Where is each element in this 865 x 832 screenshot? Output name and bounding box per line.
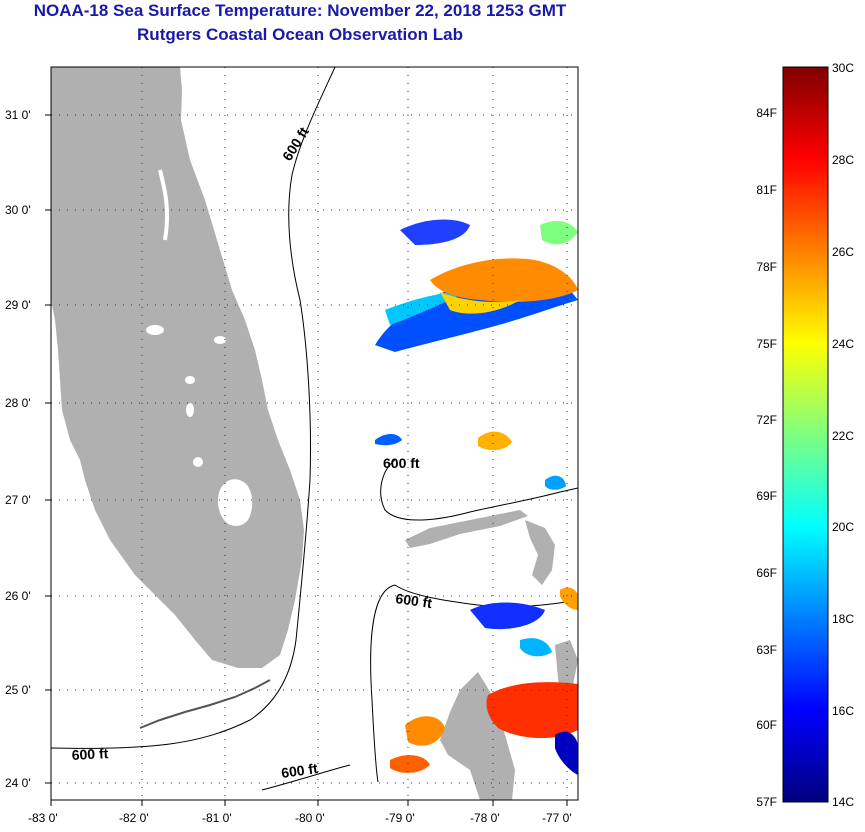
- lat-label: 24 0': [5, 776, 31, 790]
- colorbar-c-label: 20C: [832, 520, 855, 534]
- tick-marks: [45, 114, 568, 806]
- lake: [146, 325, 164, 335]
- colorbar-f-label: 81F: [756, 183, 777, 197]
- map-title: NOAA-18 Sea Surface Temperature: Novembe…: [33, 1, 567, 20]
- grand-bahama: [405, 510, 528, 548]
- florida-keys: [139, 679, 271, 729]
- abaco-islands: [525, 520, 555, 585]
- colorbar-f-label: 57F: [756, 795, 777, 809]
- colorbar-c-label: 24C: [832, 337, 855, 351]
- colorbar-f-label: 63F: [756, 643, 777, 657]
- lon-label: -81 0': [202, 811, 232, 825]
- colorbar-f-label: 84F: [756, 106, 777, 120]
- contour-label: 600 ft: [383, 455, 420, 471]
- colorbar-f-label: 75F: [756, 337, 777, 351]
- lon-label: -77 0': [542, 811, 572, 825]
- lon-label: -82 0': [119, 811, 149, 825]
- lake: [186, 403, 194, 417]
- lat-label: 31 0': [5, 108, 31, 122]
- lon-label: -80 0': [295, 811, 325, 825]
- map-subtitle: Rutgers Coastal Ocean Observation Lab: [137, 25, 463, 44]
- isobath-contours: [51, 67, 578, 791]
- lake: [214, 336, 226, 344]
- lat-label: 27 0': [5, 493, 31, 507]
- lat-label: 29 0': [5, 298, 31, 312]
- temperature-colorbar: [782, 66, 829, 803]
- contour-label: 600 ft: [71, 745, 109, 763]
- colorbar-c-label: 26C: [832, 245, 855, 259]
- lat-label: 26 0': [5, 589, 31, 603]
- colorbar-c-label: 28C: [832, 153, 855, 167]
- colorbar-f-label: 72F: [756, 413, 777, 427]
- lon-label: -79 0': [385, 811, 415, 825]
- andros-island: [440, 672, 515, 800]
- lat-label: 30 0': [5, 203, 31, 217]
- sst-overlay: [375, 219, 578, 775]
- lake-okeechobee: [217, 479, 253, 526]
- colorbar-c-label: 14C: [832, 795, 855, 809]
- colorbar-c-label: 18C: [832, 612, 855, 626]
- colorbar-c-label: 16C: [832, 704, 855, 718]
- colorbar-c-label: 22C: [832, 429, 855, 443]
- lake: [193, 457, 203, 467]
- contour-label: 600 ft: [395, 590, 434, 611]
- lake: [185, 376, 195, 384]
- colorbar-f-label: 66F: [756, 566, 777, 580]
- colorbar-f-label: 60F: [756, 718, 777, 732]
- lat-label: 25 0': [5, 683, 31, 697]
- st-johns-river: [158, 169, 170, 241]
- map-border: [50, 66, 579, 801]
- lon-label: -83 0': [28, 811, 58, 825]
- colorbar-f-label: 78F: [756, 260, 777, 274]
- lon-label: -78 0': [470, 811, 500, 825]
- contour-label: 600 ft: [280, 760, 319, 781]
- colorbar-c-label: 30C: [832, 61, 855, 75]
- lat-label: 28 0': [5, 396, 31, 410]
- colorbar-f-label: 69F: [756, 489, 777, 503]
